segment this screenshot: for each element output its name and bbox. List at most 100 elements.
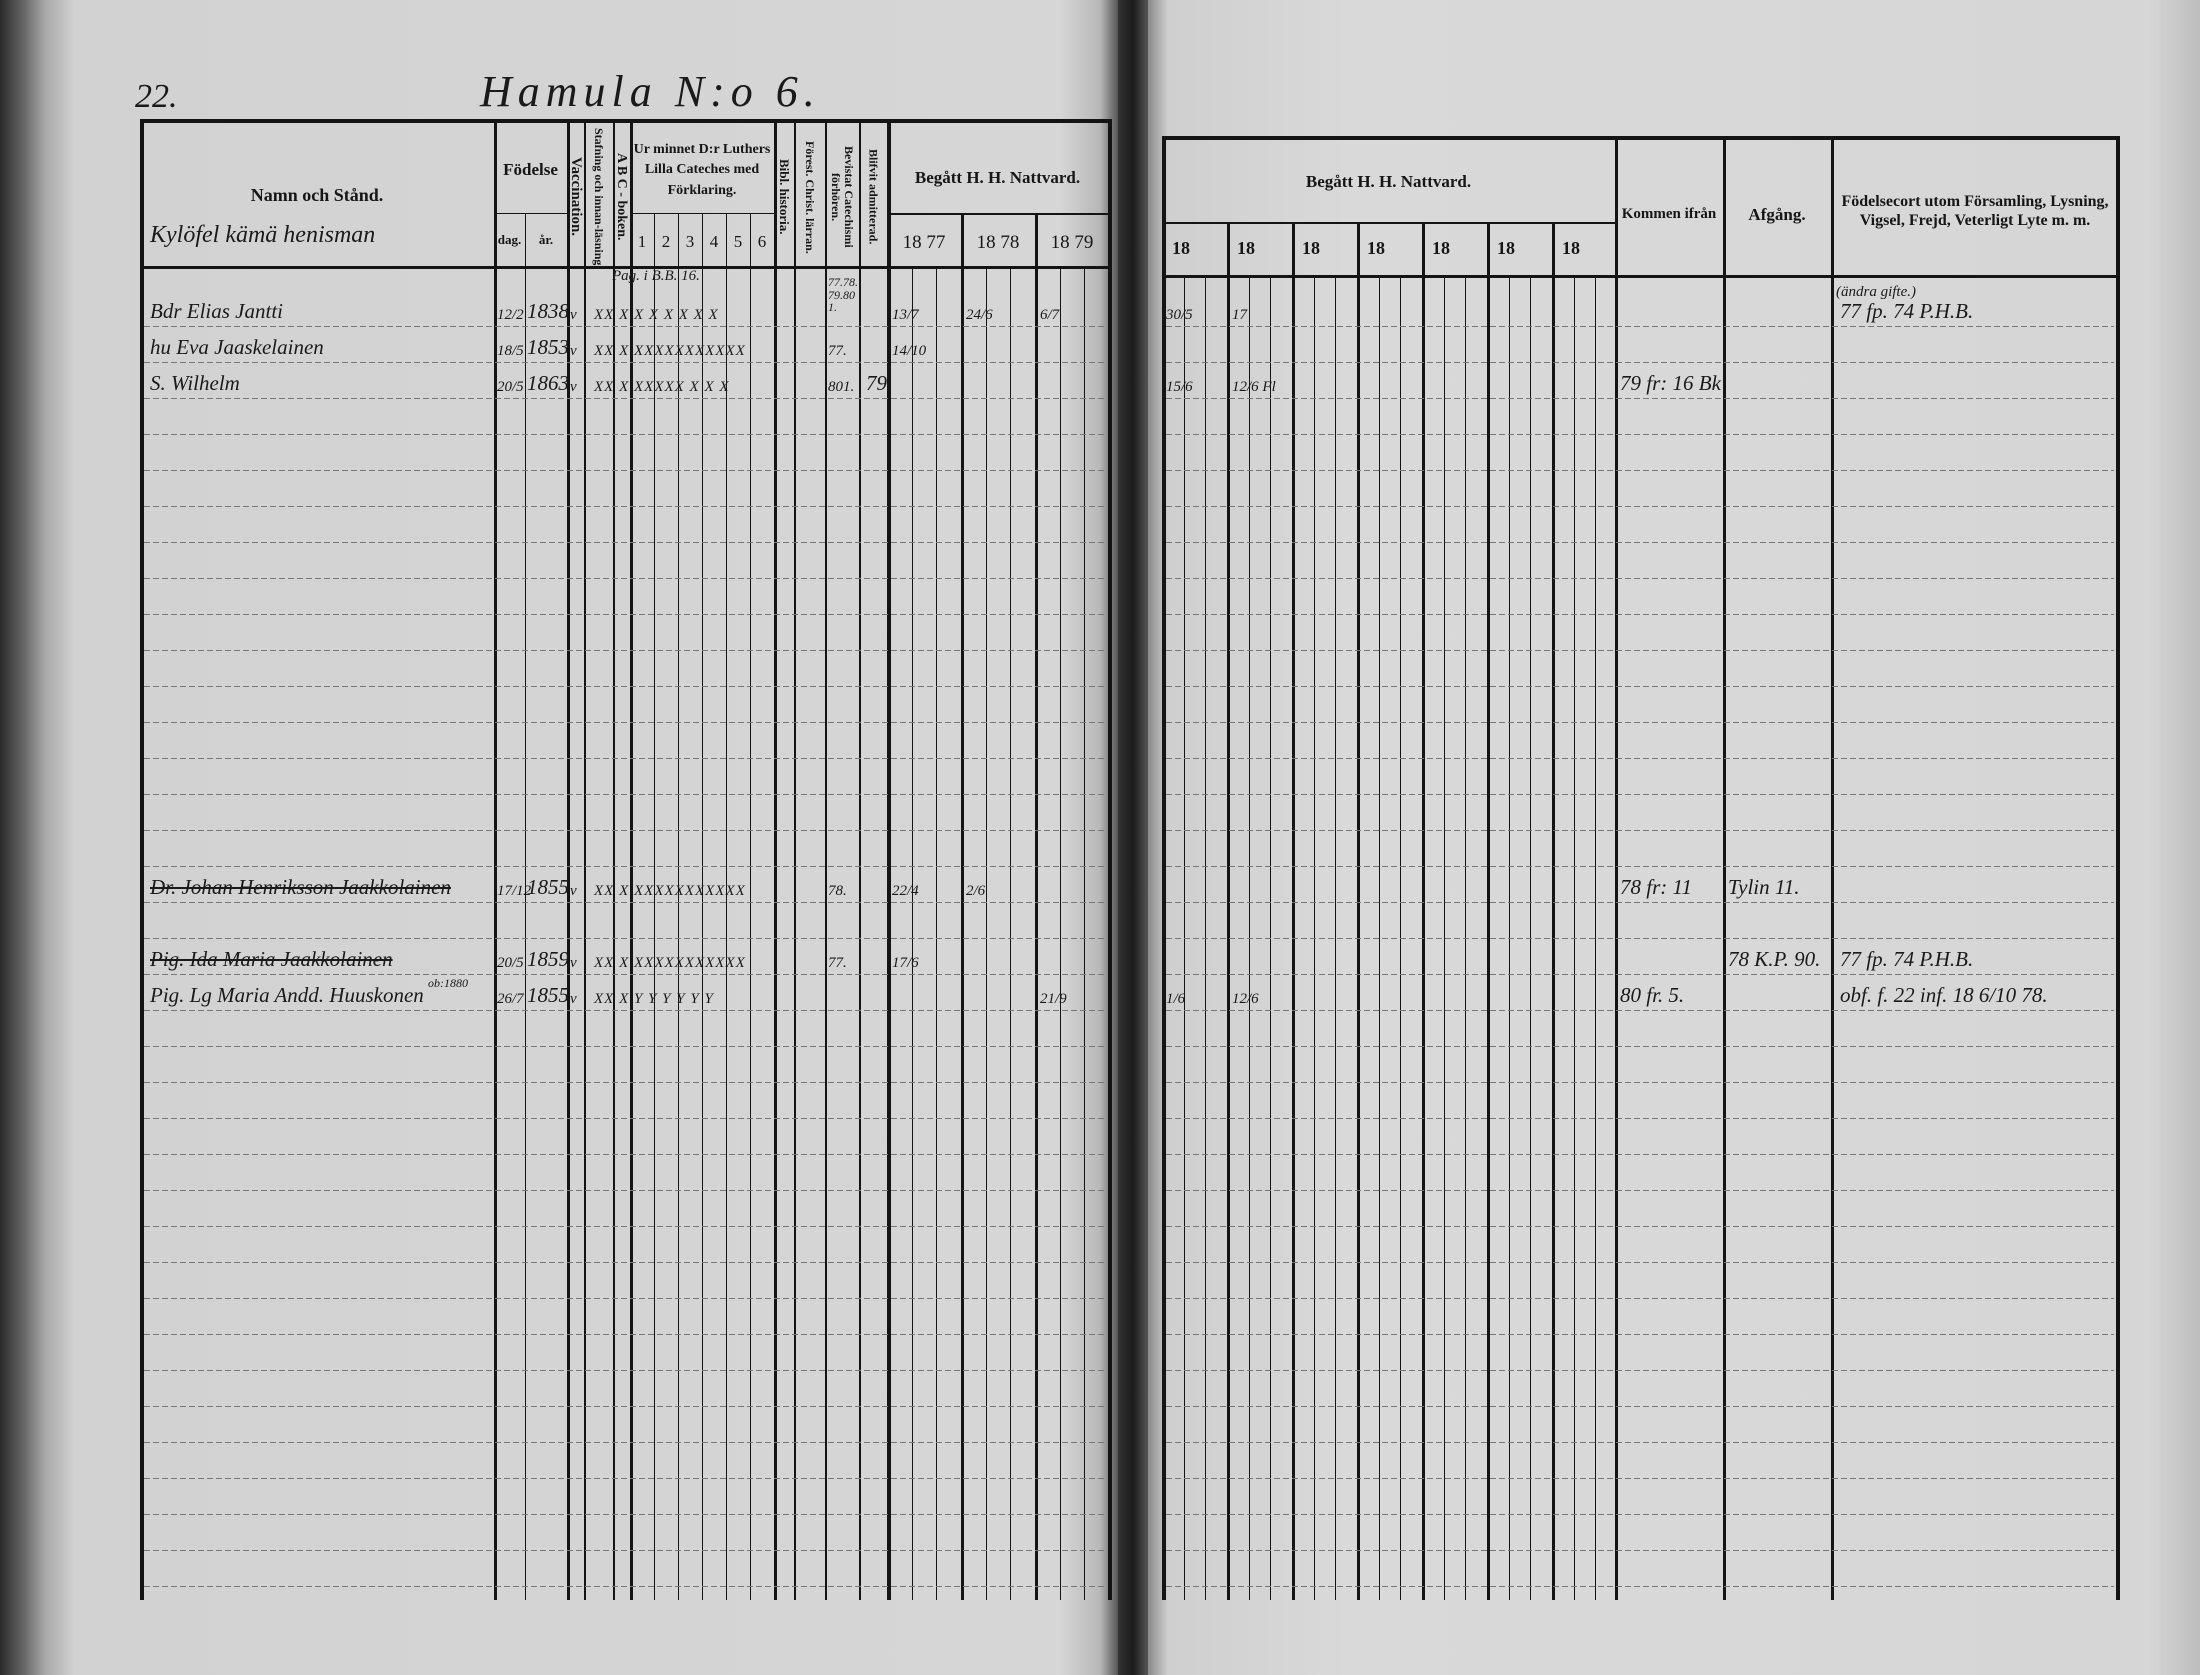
register-entry: S. Wilhelm 20/5 1863 v XX X XXXXX X X X 801. 7… [0, 362, 2200, 398]
death-note: ob:1880 [428, 976, 468, 990]
column-rule [825, 119, 827, 1600]
ruled-line [144, 722, 1106, 723]
column-rule [1357, 222, 1360, 1600]
communion-year-label: 18 [1562, 238, 1580, 258]
row-rule [1162, 222, 1615, 224]
ruled-line [144, 1154, 1106, 1155]
column-rule [1595, 275, 1596, 1600]
ruled-line [144, 326, 1106, 327]
entry-came-from: 79 fr: 16 Bk [1620, 371, 1721, 395]
column-rule [1205, 275, 1206, 1600]
ruled-line [144, 1118, 1106, 1119]
entry-c78: 2/6 [966, 883, 986, 899]
column-rule [1249, 275, 1250, 1600]
column-rule [1574, 275, 1575, 1600]
row-rule [1162, 275, 2116, 278]
ruled-line [144, 866, 1106, 867]
column-rule [702, 213, 703, 1600]
entry-c78: 24/6 [966, 307, 993, 323]
column-rule [1487, 222, 1490, 1600]
entry-vacc: v [570, 991, 577, 1007]
ruled-line [144, 1190, 1106, 1191]
ruled-line [1166, 1046, 2114, 1047]
entry-day: 20/5 [497, 955, 524, 971]
ruled-line [1166, 1226, 2114, 1227]
ruled-line [144, 794, 1106, 795]
entry-c77: 13/7 [892, 307, 919, 323]
ruled-line [144, 1442, 1106, 1443]
column-rule [912, 266, 913, 1600]
header-admitted: Blifvit admitterad. [866, 149, 881, 245]
ruled-line [144, 398, 1106, 399]
entry-c77: 22/4 [892, 883, 919, 899]
ruled-line [144, 434, 1106, 435]
ruled-line [1166, 758, 2114, 759]
header-birth: Födelse [503, 160, 558, 179]
register-entry: Dr. Johan Henriksson Jaakkolainen 17/12 18… [0, 866, 2200, 902]
header-bible-history: Bibl. historia. [777, 159, 793, 235]
column-rule [678, 213, 679, 1600]
entry-r1: 1/6 [1166, 991, 1186, 1007]
column-rule [1509, 275, 1510, 1600]
entry-year: 1859 [527, 947, 569, 971]
column-rule [1227, 222, 1230, 1600]
entry-c79: 21/9 [1040, 991, 1067, 1007]
ruled-line [144, 614, 1106, 615]
entry-c77: 17/6 [892, 955, 919, 971]
catechism-part-label: 5 [733, 232, 743, 251]
entry-day: 18/5 [497, 343, 524, 359]
ruled-line [144, 506, 1106, 507]
entry-exams: 77. [828, 955, 847, 971]
communion-year-label: 18 78 [976, 232, 1020, 253]
column-rule [774, 119, 777, 1600]
entry-year: 1853 [527, 335, 569, 359]
column-rule [1162, 136, 1166, 1600]
ruled-line [144, 1046, 1106, 1047]
column-rule [1465, 275, 1466, 1600]
ruled-line [144, 1298, 1106, 1299]
column-rule [1552, 222, 1555, 1600]
entry-departure: 78 K.P. 90. [1728, 947, 1821, 971]
ruled-line [1166, 1514, 2114, 1515]
entry-year: 1855 [527, 983, 569, 1007]
ruled-line [1166, 650, 2114, 651]
entry-name: Dr. Johan Henriksson Jaakkolainen [150, 875, 451, 899]
column-rule [525, 213, 526, 1600]
ruled-line [1166, 1334, 2114, 1335]
row-rule [140, 119, 1108, 123]
ruled-line [144, 362, 1106, 363]
entry-vacc: v [570, 955, 577, 971]
row-rule [1162, 136, 2116, 140]
entry-r1: 15/6 [1166, 379, 1193, 395]
ruled-line [144, 650, 1106, 651]
communion-year-label: 18 [1172, 238, 1190, 258]
entry-departure: Tylin 11. [1728, 875, 1800, 899]
ruled-line [144, 1082, 1106, 1083]
entry-admitted: 79 [866, 371, 887, 395]
catechism-page-note: Pag. i B.B. 16. [612, 268, 700, 284]
column-rule [140, 119, 144, 1600]
header-communion-right: Begått H. H. Nattvard. [1305, 172, 1472, 191]
ruled-line [1166, 1010, 2114, 1011]
ruled-line [144, 686, 1106, 687]
entry-vacc: v [570, 343, 577, 359]
village-title: Hamula N:o 6. [480, 67, 821, 116]
column-rule [1060, 266, 1061, 1600]
page-number: 22. [135, 78, 178, 115]
entry-marks: XX X XXXXXXXXXXX [594, 883, 746, 899]
header-birth-year: år. [538, 232, 554, 247]
column-rule [1010, 266, 1011, 1600]
column-rule [750, 213, 751, 1600]
header-vaccination: Vaccination. [567, 157, 584, 237]
ruled-line [144, 1262, 1106, 1263]
entry-certificates: 77 fp. 74 P.H.B. [1840, 299, 1974, 323]
catechism-part-label: 2 [661, 232, 671, 251]
ruled-line [1166, 1370, 2114, 1371]
ruled-line [1166, 1082, 2114, 1083]
ruled-line [1166, 938, 2114, 939]
ruled-line [1166, 974, 2114, 975]
ruled-line [1166, 362, 2114, 363]
entry-name: S. Wilhelm [150, 371, 240, 395]
ruled-line [144, 830, 1106, 831]
ruled-line [144, 938, 1106, 939]
